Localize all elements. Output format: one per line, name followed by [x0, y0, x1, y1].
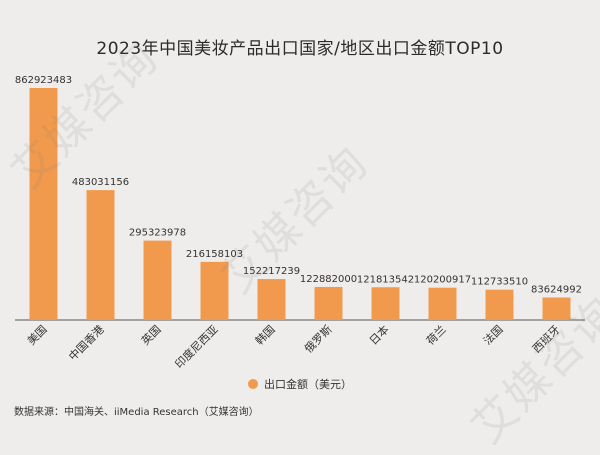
x-tick-label: 中国香港: [66, 323, 106, 363]
data-label: 122882000: [300, 274, 357, 285]
data-label: 295323978: [129, 228, 186, 239]
data-label: 112733510: [471, 277, 528, 288]
data-label: 483031156: [72, 177, 129, 188]
data-label: 862923483: [15, 75, 72, 86]
x-tick-label: 韩国: [252, 322, 277, 347]
legend-label: 出口金额（美元）: [264, 378, 352, 391]
legend: 出口金额（美元）: [0, 376, 600, 392]
bar: [542, 297, 571, 320]
x-tick-label: 荷兰: [424, 323, 449, 348]
bar: [86, 190, 115, 320]
bar: [485, 289, 514, 320]
x-tick-label: 西班牙: [530, 323, 563, 356]
x-tick-label: 美国: [25, 323, 50, 348]
data-label: 152217239: [243, 266, 300, 277]
x-tick-label: 俄罗斯: [302, 323, 335, 356]
bar: [314, 286, 343, 320]
x-tick-label: 日本: [366, 322, 391, 347]
bar: [29, 88, 58, 320]
bar: [428, 287, 457, 320]
x-tick-label: 法国: [480, 322, 505, 347]
data-source: 数据来源：中国海关、iiMedia Research（艾媒咨询）: [14, 407, 259, 418]
bar: [200, 261, 229, 320]
data-label: 216158103: [186, 249, 243, 260]
x-tick-label: 印度尼西亚: [172, 322, 221, 371]
data-label: 121813542: [357, 274, 414, 285]
bar: [371, 287, 400, 320]
bar: [143, 240, 172, 320]
chart-title: 2023年中国美妆产品出口国家/地区出口金额TOP10: [96, 39, 504, 59]
bar: [257, 279, 286, 320]
data-label: 83624992: [531, 285, 582, 296]
data-label: 120200917: [414, 275, 471, 286]
legend-swatch: [248, 379, 258, 389]
x-tick-label: 英国: [138, 322, 163, 347]
